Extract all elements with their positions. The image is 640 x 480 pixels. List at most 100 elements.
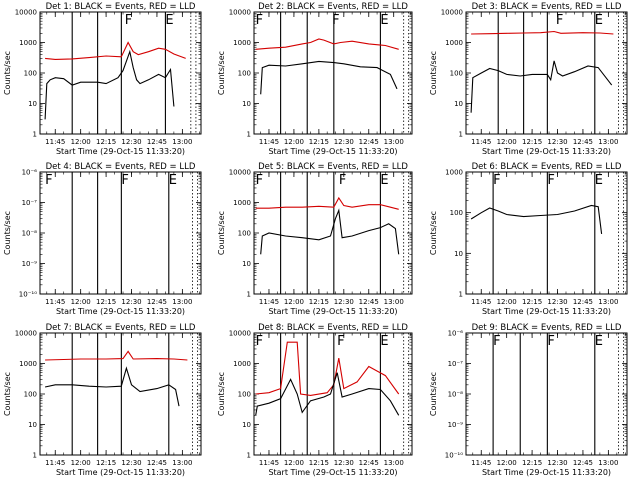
x-tick-label: 12:30 bbox=[547, 298, 567, 306]
detector-panel-8: Det 8: BLACK = Events, RED = LLD 1 10 100 10… bbox=[217, 323, 413, 477]
x-tick-label: 12:45 bbox=[573, 298, 593, 306]
y-tick-label: 100 bbox=[238, 391, 251, 399]
y-tick-label: 10⁻⁷ bbox=[22, 199, 38, 207]
lld-series-line bbox=[45, 350, 188, 361]
y-tick-label: 10 bbox=[242, 260, 251, 268]
y-tick-label: 10000 bbox=[229, 9, 251, 17]
x-tick-label: 12:15 bbox=[522, 459, 542, 467]
flag-marker-label: E bbox=[380, 13, 388, 28]
y-tick-label: 10⁻⁹ bbox=[22, 260, 38, 268]
y-tick-label: 10⁻¹⁰ bbox=[19, 291, 37, 299]
x-tick-label: 12:30 bbox=[547, 459, 567, 467]
y-tick-label: 10 bbox=[454, 250, 463, 258]
x-tick-label: 11:45 bbox=[471, 459, 491, 467]
y-axis-label: Counts/sec bbox=[429, 372, 438, 416]
x-axis-label: Start Time (29-Oct-15 11:33:20) bbox=[482, 307, 611, 316]
y-tick-label: 100 bbox=[24, 391, 37, 399]
x-tick-label: 11:45 bbox=[259, 138, 279, 146]
detector-panel-7: Det 7: BLACK = Events, RED = LLD 1 10 100 10… bbox=[3, 323, 202, 477]
detector-panel-6: Det 6: BLACK = Events, RED = LLD 1 10 100 10… bbox=[429, 162, 628, 316]
x-tick-label: 12:00 bbox=[284, 138, 304, 146]
detector-panel-2: Det 2: BLACK = Events, RED = LLD 1 10 100 10… bbox=[217, 2, 413, 156]
y-tick-label: 1 bbox=[33, 131, 37, 139]
y-tick-label: 10⁻⁶ bbox=[22, 169, 38, 177]
x-tick-label: 12:00 bbox=[497, 138, 517, 146]
y-tick-label: 1 bbox=[459, 131, 463, 139]
flag-marker-label: F bbox=[256, 173, 263, 188]
y-tick-label: 10 bbox=[28, 100, 37, 108]
plot-frame bbox=[253, 332, 413, 456]
y-tick-label: 100 bbox=[238, 230, 251, 238]
y-tick-label: 10000 bbox=[441, 9, 463, 17]
detector-panel-5: Det 5: BLACK = Events, RED = LLD 1 10 100 10… bbox=[217, 162, 413, 316]
y-tick-label: 100 bbox=[238, 70, 251, 78]
y-tick-label: 1000 bbox=[233, 199, 251, 207]
flag-marker-label: E bbox=[380, 173, 388, 188]
flag-marker-label: F bbox=[332, 13, 339, 28]
panel-title: Det 1: BLACK = Events, RED = LLD bbox=[46, 2, 196, 12]
y-tick-label: 10⁻⁹ bbox=[448, 421, 464, 429]
x-tick-label: 12:15 bbox=[309, 298, 329, 306]
flag-marker-label: F bbox=[45, 173, 52, 188]
events-series-line bbox=[44, 49, 175, 120]
y-axis-label: Counts/sec bbox=[217, 372, 226, 416]
events-series-line bbox=[260, 60, 398, 95]
y-tick-label: 10000 bbox=[229, 169, 251, 177]
flag-marker-label: E bbox=[380, 334, 388, 349]
y-axis-label: Counts/sec bbox=[429, 211, 438, 255]
plot-frame bbox=[39, 11, 202, 135]
x-axis-label: Start Time (29-Oct-15 11:33:20) bbox=[268, 307, 397, 316]
y-axis-label: Counts/sec bbox=[3, 211, 12, 255]
panel-title: Det 7: BLACK = Events, RED = LLD bbox=[46, 323, 196, 333]
y-tick-label: 1 bbox=[33, 452, 37, 460]
panel-title: Det 8: BLACK = Events, RED = LLD bbox=[258, 323, 408, 333]
y-tick-label: 10⁻⁶ bbox=[448, 330, 464, 338]
x-tick-label: 12:00 bbox=[284, 459, 304, 467]
y-tick-label: 100 bbox=[450, 70, 463, 78]
x-tick-label: 13:00 bbox=[384, 459, 404, 467]
events-series-line bbox=[255, 372, 400, 416]
y-tick-label: 10000 bbox=[229, 330, 251, 338]
x-tick-label: 11:45 bbox=[471, 138, 491, 146]
x-axis-label: Start Time (29-Oct-15 11:33:20) bbox=[56, 307, 185, 316]
flag-marker-label: E bbox=[595, 13, 603, 28]
y-tick-label: 1 bbox=[459, 291, 463, 299]
x-axis-label: Start Time (29-Oct-15 11:33:20) bbox=[56, 147, 185, 156]
panel-title: Det 6: BLACK = Events, RED = LLD bbox=[472, 162, 622, 172]
x-tick-label: 12:45 bbox=[359, 138, 379, 146]
x-tick-label: 13:00 bbox=[598, 298, 618, 306]
lld-series-line bbox=[471, 30, 614, 35]
plot-frame bbox=[465, 332, 628, 456]
y-tick-label: 1000 bbox=[233, 360, 251, 368]
x-tick-label: 13:00 bbox=[598, 138, 618, 146]
y-tick-label: 10000 bbox=[15, 330, 37, 338]
detector-panel-3: Det 3: BLACK = Events, RED = LLD 1 10 100 10… bbox=[429, 2, 628, 156]
detector-panel-4: Det 4: BLACK = Events, RED = LLD 10⁻¹⁰ 10⁻… bbox=[3, 162, 202, 316]
flag-marker-label: E bbox=[595, 173, 603, 188]
x-tick-label: 13:00 bbox=[172, 459, 192, 467]
y-tick-label: 10⁻¹⁰ bbox=[445, 452, 463, 460]
x-tick-label: 12:15 bbox=[96, 459, 116, 467]
x-tick-label: 12:30 bbox=[121, 298, 141, 306]
x-tick-label: 12:00 bbox=[284, 298, 304, 306]
events-series-line bbox=[470, 60, 613, 113]
x-tick-label: 12:45 bbox=[573, 459, 593, 467]
plot-frame bbox=[253, 171, 413, 295]
y-tick-label: 1 bbox=[247, 452, 251, 460]
x-tick-label: 12:30 bbox=[121, 138, 141, 146]
x-tick-label: 12:00 bbox=[497, 459, 517, 467]
y-tick-label: 1000 bbox=[445, 39, 463, 47]
flag-marker-label: F bbox=[493, 334, 500, 349]
x-tick-label: 12:00 bbox=[71, 298, 91, 306]
x-tick-label: 12:30 bbox=[334, 298, 354, 306]
x-tick-label: 12:30 bbox=[334, 138, 354, 146]
y-axis-label: Counts/sec bbox=[429, 51, 438, 95]
panel-title: Det 2: BLACK = Events, RED = LLD bbox=[258, 2, 408, 12]
x-tick-label: 12:00 bbox=[71, 138, 91, 146]
x-tick-label: 11:45 bbox=[471, 298, 491, 306]
y-tick-label: 10 bbox=[242, 100, 251, 108]
x-axis-label: Start Time (29-Oct-15 11:33:20) bbox=[268, 147, 397, 156]
x-tick-label: 12:45 bbox=[359, 459, 379, 467]
panel-title: Det 3: BLACK = Events, RED = LLD bbox=[472, 2, 622, 12]
flag-marker-label: E bbox=[165, 13, 173, 28]
